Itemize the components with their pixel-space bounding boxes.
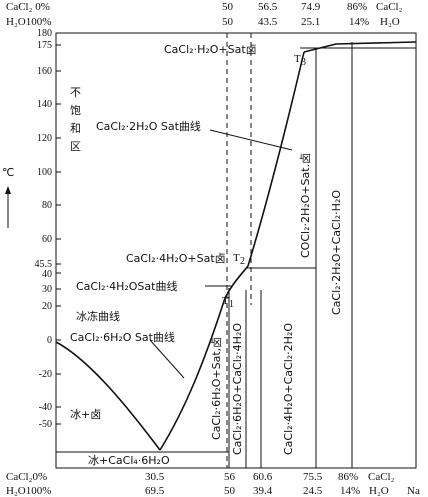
- monohydrate-curve: [303, 41, 417, 53]
- y-tick-175: 175: [37, 40, 52, 51]
- label-ice-brine: 冰+卤: [70, 408, 101, 421]
- y-axis-arrowhead: [5, 186, 11, 194]
- y-axis-unit: ℃: [2, 166, 14, 179]
- top-header-h2o-v4: 14%: [349, 16, 369, 28]
- top-header-h2o-v2: 43.5: [258, 16, 278, 28]
- y-tick-160: 160: [37, 66, 52, 77]
- y-tick-140: 140: [37, 99, 52, 110]
- label-T3: T: [294, 53, 301, 65]
- top-header-h2o-right: H₂O: [380, 16, 400, 28]
- y-tick-60: 60: [42, 234, 52, 245]
- label-hexa-curve: CaCl₂·6H₂O Sat曲线: [70, 330, 175, 344]
- label-ice-hexahydrate: 冰+CaCl₄·6H₂O: [88, 454, 170, 467]
- label-T1: T: [222, 295, 229, 307]
- top-header-h2o-v1: 50: [222, 16, 234, 28]
- bottom-header-cacl2-v3: 60.6: [253, 471, 273, 483]
- freezing-curve: [55, 341, 161, 451]
- label-unsaturated-3: 和: [70, 122, 81, 135]
- label-tetra-di-rot: CaCl₂·4H₂O+CaCl₂·2H₂O: [282, 323, 295, 455]
- label-unsaturated-4: 区: [70, 140, 81, 153]
- label-top-region: CaCl₂·H₂O+Sat卤: [164, 43, 257, 56]
- label-tetra-curve: CaCl₂·4H₂OSat曲线: [76, 279, 177, 293]
- top-header-cacl2-v3: 74.9: [301, 1, 321, 13]
- y-tick-40: 40: [42, 269, 52, 280]
- y-tick-100: 100: [37, 167, 52, 178]
- label-T3-sub: 3: [301, 57, 306, 68]
- y-tick-20: 20: [42, 301, 52, 312]
- y-tick-45-5: 45.5: [35, 259, 53, 270]
- bottom-header-cacl2-v2: 56: [224, 471, 236, 483]
- bottom-header-cacl2-v1: 30.5: [145, 471, 165, 483]
- bottom-header-h2o-v2: 50: [224, 485, 236, 497]
- label-T2-sub: 2: [240, 256, 245, 267]
- label-unsaturated-2: 饱: [70, 103, 81, 117]
- bottom-header-cacl2-v5: 86%: [338, 471, 358, 483]
- bottom-header-h2o-v1: 69.5: [145, 485, 165, 497]
- y-tick-0: 0: [47, 335, 52, 346]
- label-freeze-curve: 冰冻曲线: [76, 309, 120, 323]
- label-dihydrate-curve: CaCl₂·2H₂O Sat曲线: [96, 119, 201, 133]
- y-tick-180: 180: [37, 28, 52, 39]
- top-header-h2o-v3: 25.1: [301, 16, 320, 28]
- bottom-header-h2o-right: H₂O: [369, 485, 389, 497]
- label-unsaturated-1: 不: [70, 86, 81, 99]
- bottom-header-cacl2-right: CaCl₂: [368, 471, 395, 483]
- plot-frame: [55, 32, 417, 469]
- top-header-cacl2-v4: 86%: [347, 1, 367, 13]
- top-header-cacl2-v2: 56.5: [258, 1, 278, 13]
- bottom-header-cacl2-left: CaCl₂0%: [6, 471, 47, 483]
- bottom-header-cacl2-v4: 75.5: [303, 471, 323, 483]
- label-di-mono-rot: CaCl₂·2H₂O+CaCl₂·H₂O: [330, 190, 343, 315]
- y-tick-neg50: -50: [39, 419, 52, 430]
- leader-dihydrate: [209, 129, 293, 151]
- y-tick-30: 30: [42, 284, 52, 295]
- label-T1-sub: 1: [229, 299, 234, 310]
- y-tick-120: 120: [37, 133, 52, 144]
- y-tick-neg40: -40: [39, 402, 52, 413]
- bottom-header-h2o-v3: 39.4: [253, 485, 273, 497]
- bottom-header-h2o-left: H₂O100%: [6, 485, 51, 497]
- y-axis-ticks: [56, 32, 61, 425]
- dihydrate-sat-curve: [247, 51, 305, 267]
- y-tick-neg20: -20: [39, 369, 52, 380]
- label-hexa-tetra-rot: CaCl₂·6H₂O+CaCl₂·4H₂O: [231, 323, 244, 455]
- y-tick-80: 80: [42, 200, 52, 211]
- tetrahydrate-sat-curve: [224, 265, 249, 299]
- leader-hexahydrate: [149, 339, 185, 379]
- bottom-header-h2o-v4: 24.5: [303, 485, 323, 497]
- label-T2: T: [233, 252, 240, 264]
- label-tetra-region: CaCl₂·4H₂O+Sat卤: [126, 252, 226, 265]
- label-di-sat-rot: COCl₂·2H₂O+Sat.卤: [299, 153, 312, 258]
- bottom-header-h2o-v5: 14%: [340, 485, 360, 497]
- top-header-cacl2-left: CaCl₂ 0%: [6, 1, 50, 13]
- hexahydrate-sat-curve: [159, 297, 226, 451]
- label-hexa-sat-rot: CaCl₂·6H₂O+Sat,卤: [210, 337, 223, 440]
- top-header-h2o-left: H₂O100%: [6, 16, 51, 28]
- top-header-cacl2-v1: 50: [222, 1, 234, 13]
- top-header-cacl2-right: CaCl₂: [376, 1, 403, 13]
- bottom-header-suffix: Na: [407, 485, 420, 497]
